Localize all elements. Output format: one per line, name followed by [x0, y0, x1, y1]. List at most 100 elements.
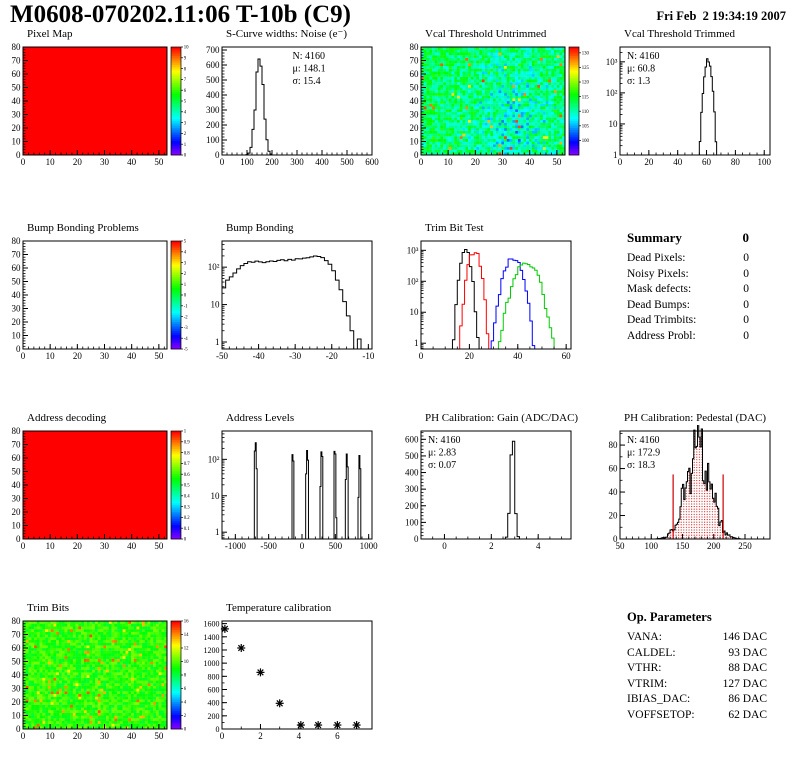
row-label: VOFFSETOP: — [627, 708, 695, 721]
plot-pixel-map: Pixel Map 0 10 20 30 40 50 0 10 20 30 40 50 60 70 80 0 1… — [0, 28, 199, 198]
svg-text:10³: 10³ — [407, 245, 419, 255]
svg-text:500: 500 — [206, 75, 220, 85]
svg-text:4: 4 — [184, 111, 187, 116]
svg-text:30: 30 — [12, 110, 22, 120]
trim-bit-test-canvas: 0 20 40 60 1 10 10² 10³ — [407, 240, 572, 361]
svg-text:30: 30 — [12, 304, 22, 314]
svg-text:700: 700 — [206, 45, 220, 55]
svg-text:4: 4 — [536, 541, 541, 551]
svg-text:-30: -30 — [289, 351, 301, 361]
svg-text:0: 0 — [21, 541, 26, 551]
plot-temperature-calibration: Temperature calibration 0 2 4 6 0 200 400 600 80… — [199, 602, 398, 772]
svg-text:80: 80 — [731, 157, 741, 167]
scurve-noise-canvas: 0 100 200 300 400 500 600 0 100 200 300 400 500 600 70… — [206, 45, 379, 167]
svg-text:20: 20 — [12, 123, 22, 133]
row-value: 93 DAC — [728, 646, 767, 659]
trim-bits-canvas: 0 10 20 30 40 5001020304050607080024681012141… — [12, 616, 190, 741]
svg-text:10: 10 — [444, 157, 454, 167]
svg-text:2: 2 — [184, 272, 187, 277]
svg-text:-2: -2 — [184, 315, 189, 320]
plot-title: PH Calibration: Gain (ADC/DAC) — [425, 412, 579, 424]
op-row-voffsetop: VOFFSETOP: 62 DAC — [627, 708, 767, 724]
svg-text:10: 10 — [410, 137, 420, 147]
svg-text:100: 100 — [582, 139, 590, 144]
svg-text:0.8: 0.8 — [184, 451, 191, 456]
svg-text:1: 1 — [184, 143, 187, 148]
timestamp: Fri Feb 2 19:34:19 2007 — [656, 9, 787, 23]
svg-text:0: 0 — [184, 294, 187, 299]
svg-text:10²: 10² — [606, 88, 618, 98]
svg-text:10: 10 — [46, 157, 56, 167]
svg-text:4: 4 — [184, 251, 187, 256]
plot-title: Trim Bit Test — [425, 222, 484, 234]
svg-text:30: 30 — [410, 110, 420, 120]
svg-text:40: 40 — [127, 351, 137, 361]
svg-text:10²: 10² — [208, 262, 220, 272]
svg-text:0: 0 — [21, 157, 26, 167]
plot-title: Vcal Threshold Untrimmed — [425, 28, 547, 40]
svg-text:0: 0 — [16, 534, 21, 544]
plot-title: Vcal Threshold Trimmed — [624, 28, 736, 40]
svg-text:10³: 10³ — [606, 57, 618, 67]
svg-text:120: 120 — [582, 81, 590, 86]
svg-text:400: 400 — [405, 468, 419, 478]
page-header: M0608-070202.11:06 T-10b (C9) Fri Feb 2 … — [10, 0, 786, 30]
summary-row-mask-defects: Mask defects: 0 — [627, 282, 749, 298]
svg-text:0: 0 — [618, 157, 623, 167]
svg-text:30: 30 — [100, 157, 110, 167]
plot-scurve-noise: S-Curve widths: Noise (e⁻) 0 100 200 300 400… — [199, 28, 398, 198]
svg-text:50: 50 — [154, 351, 164, 361]
svg-text:N: 4160: N: 4160 — [627, 435, 660, 446]
svg-text:μ: 60.8: μ: 60.8 — [627, 64, 655, 75]
svg-text:600: 600 — [206, 60, 220, 70]
address-levels-canvas: -1000 -500 0 500 1000 1 10 10² — [208, 430, 379, 551]
svg-text:200: 200 — [707, 541, 721, 551]
row-value: 0 — [743, 329, 749, 342]
plot-trim-bit-test: Trim Bit Test 0 20 40 60 1 10 10² 10³ — [398, 222, 597, 392]
svg-text:105: 105 — [582, 125, 590, 130]
svg-text:1: 1 — [215, 527, 220, 537]
row-label: Mask defects: — [627, 283, 692, 295]
svg-text:40: 40 — [12, 96, 22, 106]
ph-gain-canvas: 0 2 4 0 100 200 300 400 500 600 N: 4160 μ: 2.83σ: 0… — [405, 430, 572, 551]
plot-title: Pixel Map — [27, 28, 73, 40]
svg-text:0: 0 — [300, 541, 305, 551]
row-label: Dead Trimbits: — [627, 314, 697, 326]
row-value: 62 DAC — [728, 708, 767, 721]
vcal-trimmed-canvas: 0 20 40 60 80 100 1 10 10² 10³ N: 4160 μ: 60.8σ: 1.… — [606, 46, 771, 167]
svg-text:40: 40 — [525, 157, 535, 167]
row-value: 0 — [743, 298, 749, 311]
svg-text:0: 0 — [414, 150, 419, 160]
svg-text:8: 8 — [184, 67, 187, 72]
svg-text:10²: 10² — [407, 276, 419, 286]
svg-text:100: 100 — [645, 541, 659, 551]
svg-text:10: 10 — [184, 46, 189, 51]
svg-text:N: 4160: N: 4160 — [293, 51, 326, 62]
svg-text:10: 10 — [211, 491, 221, 501]
svg-text:0.1: 0.1 — [184, 527, 191, 532]
svg-text:0: 0 — [215, 150, 220, 160]
svg-text:200: 200 — [405, 501, 419, 511]
svg-text:-3: -3 — [184, 326, 189, 331]
svg-text:10²: 10² — [208, 454, 220, 464]
svg-text:3: 3 — [184, 261, 187, 266]
page-title: M0608-070202.11:06 T-10b (C9) — [10, 1, 351, 28]
plot-title: PH Calibration: Pedestal (DAC) — [624, 412, 767, 424]
svg-text:125: 125 — [582, 66, 590, 71]
svg-text:100: 100 — [240, 157, 254, 167]
svg-text:130: 130 — [582, 52, 590, 57]
summary-row-dead-bumps: Dead Bumps: 0 — [627, 298, 749, 314]
summary-panel: Summary 0 Dead Pixels: 0 Noisy Pixels: 0… — [597, 222, 796, 392]
row-value: 0 — [743, 252, 749, 264]
svg-text:1: 1 — [184, 283, 187, 288]
row-label: Address Probl: — [627, 329, 696, 342]
row-label: Noisy Pixels: — [627, 267, 689, 280]
svg-text:0.9: 0.9 — [184, 441, 191, 446]
svg-text:50: 50 — [410, 83, 420, 93]
svg-text:500: 500 — [329, 541, 343, 551]
svg-text:1000: 1000 — [360, 541, 379, 551]
svg-text:50: 50 — [12, 467, 22, 477]
svg-text:-10: -10 — [362, 351, 374, 361]
svg-text:80: 80 — [12, 42, 22, 52]
plot-title: Address Levels — [226, 412, 295, 424]
